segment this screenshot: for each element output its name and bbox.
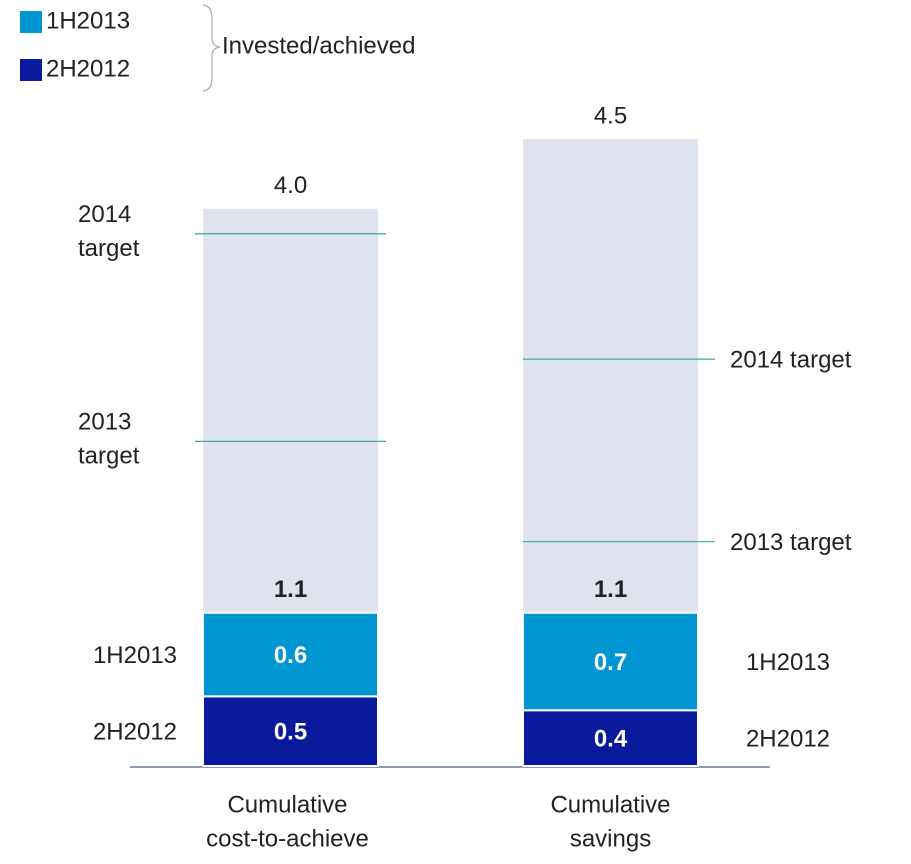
total-label: 1.1 xyxy=(594,576,627,603)
segment-label: 0.7 xyxy=(594,649,627,676)
background-label: 4.5 xyxy=(594,102,627,129)
target-label: 2014 xyxy=(78,201,131,228)
legend-swatch xyxy=(20,59,42,81)
series-side-label: 1H2013 xyxy=(746,649,830,676)
legend-group-label: Invested/achieved xyxy=(222,32,415,59)
legend-brace xyxy=(202,4,221,92)
series-side-label: 2H2012 xyxy=(746,725,830,752)
target-label: 2013 xyxy=(78,409,131,436)
target-label: target xyxy=(78,235,140,262)
bar-segment xyxy=(522,611,699,712)
x-tick-label: Cumulative xyxy=(227,791,347,818)
series-side-label: 2H2012 xyxy=(93,719,177,746)
segment-label: 0.4 xyxy=(594,725,628,752)
segment-label: 0.6 xyxy=(274,642,307,669)
x-tick-label: savings xyxy=(570,825,651,852)
segment-label: 0.5 xyxy=(274,719,307,746)
legend-label: 2H2012 xyxy=(46,55,130,82)
x-tick-label: cost-to-achieve xyxy=(206,825,369,852)
target-label: 2013 target xyxy=(730,529,852,556)
legend-swatch xyxy=(20,11,42,33)
target-label: 2014 target xyxy=(730,346,852,373)
bar-segment xyxy=(202,611,379,698)
legend-label: 1H2013 xyxy=(46,7,130,34)
total-label: 1.1 xyxy=(274,576,307,603)
x-tick-label: Cumulative xyxy=(550,791,670,818)
target-label: target xyxy=(78,443,140,470)
series-side-label: 1H2013 xyxy=(93,642,177,669)
bar-segment xyxy=(202,695,379,767)
background-label: 4.0 xyxy=(274,172,307,199)
